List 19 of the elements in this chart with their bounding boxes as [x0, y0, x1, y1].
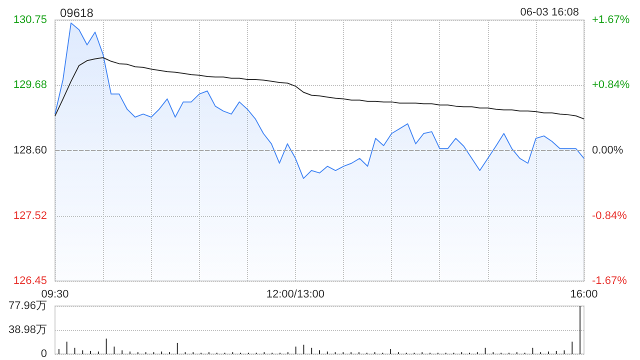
y-tick-label: 129.68 — [13, 78, 47, 91]
x-tick-label: 09:30 — [41, 288, 69, 300]
y-tick-label: 38.98万 — [8, 324, 47, 336]
y2-tick-label: -1.67% — [592, 275, 628, 287]
line-series — [54, 57, 584, 120]
y-tick-label: 130.75 — [13, 14, 47, 26]
x-tick-label: 16:00 — [570, 288, 598, 300]
y2-tick-label: +1.67% — [592, 14, 630, 26]
chart-title: 09618 — [60, 6, 94, 20]
y2-tick-label: -0.84% — [592, 210, 628, 222]
y2-tick-label: 0.00% — [592, 144, 624, 156]
chart-subtitle: 06-03 16:08 — [520, 6, 579, 18]
y-tick-label: 77.96万 — [8, 300, 47, 312]
y-tick-label: 126.45 — [13, 275, 47, 287]
y-tick-label: 0 — [40, 348, 47, 360]
x-tick-label: 12:00/13:00 — [266, 288, 325, 300]
y2-tick-label: +0.84% — [592, 78, 630, 91]
y-tick-label: 128.60 — [13, 144, 47, 156]
y-tick-label: 127.52 — [13, 210, 47, 222]
